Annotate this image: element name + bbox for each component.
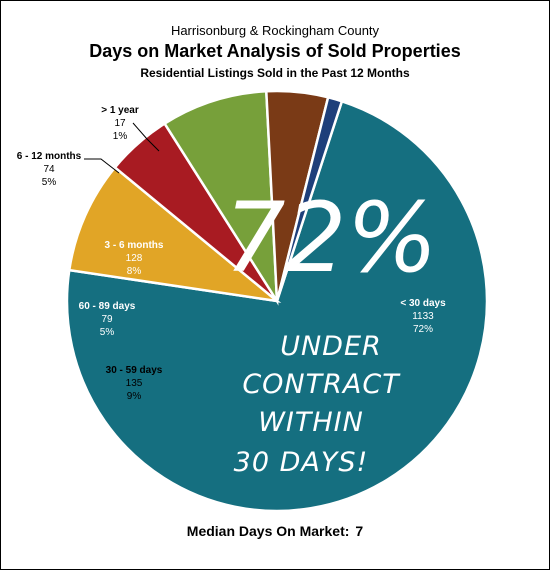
chart-title: Days on Market Analysis of Sold Properti… xyxy=(89,41,461,61)
pie-labels: < 30 days 1133 72% 30 - 59 days 135 9% 60 - 89… xyxy=(17,105,446,402)
annotation-line-1: UNDER xyxy=(280,331,382,362)
slice-category: 6 - 12 months xyxy=(17,151,82,162)
pie-slice-3-6-months xyxy=(162,89,279,306)
slice-percent: 5% xyxy=(42,177,57,188)
slice-category: 30 - 59 days xyxy=(106,365,163,376)
median-value: 7 xyxy=(355,523,364,539)
slice-percent: 9% xyxy=(127,391,142,402)
slice-percent: 5% xyxy=(100,327,115,338)
leader-line-6-12-months xyxy=(84,158,120,174)
pie-slices xyxy=(65,89,489,513)
slice-value: 128 xyxy=(126,253,143,264)
annotation-line-2: CONTRACT xyxy=(242,369,401,400)
slice-category: 60 - 89 days xyxy=(79,301,136,312)
median-label: Median Days On Market: xyxy=(186,523,350,539)
pie-slice-30-days xyxy=(65,99,489,513)
leader-line-1-year xyxy=(132,122,160,152)
slice-category: > 1 year xyxy=(101,105,139,116)
slice-label-30-59-days: 30 - 59 days 135 9% xyxy=(106,365,163,402)
slice-label-30-days: < 30 days 1133 72% xyxy=(400,298,446,335)
slice-value: 135 xyxy=(126,378,143,389)
slice-value: 17 xyxy=(114,118,126,129)
slice-value: 1133 xyxy=(412,311,434,322)
annotation-line-4: 30 DAYS! xyxy=(234,447,369,478)
slice-label-6-12-months: 6 - 12 months 74 5% xyxy=(17,151,82,188)
slice-category: 3 - 6 months xyxy=(105,240,164,251)
slice-value: 74 xyxy=(43,164,55,175)
slice-percent: 72% xyxy=(413,324,433,335)
slice-value: 79 xyxy=(101,314,113,325)
median-days-footer: Median Days On Market: 7 xyxy=(1,523,549,539)
slice-label-60-89-days: 60 - 89 days 79 5% xyxy=(79,301,136,338)
chart-supertitle: Harrisonburg & Rockingham County xyxy=(170,23,380,38)
chart-subtitle: Residential Listings Sold in the Past 12… xyxy=(140,66,410,80)
annotation-line-3: WITHIN xyxy=(258,407,364,438)
slice-label-3-6-months: 3 - 6 months 128 8% xyxy=(105,240,164,277)
pie-slice-30-59-days xyxy=(67,165,282,303)
slice-category: < 30 days xyxy=(400,298,446,309)
slice-label-1-year: > 1 year 17 1% xyxy=(101,105,139,142)
pie-slice-1-year xyxy=(275,95,344,302)
slice-percent: 8% xyxy=(127,266,142,277)
slice-percent: 1% xyxy=(113,131,128,142)
annotation-big-percent: 72% xyxy=(224,182,437,294)
